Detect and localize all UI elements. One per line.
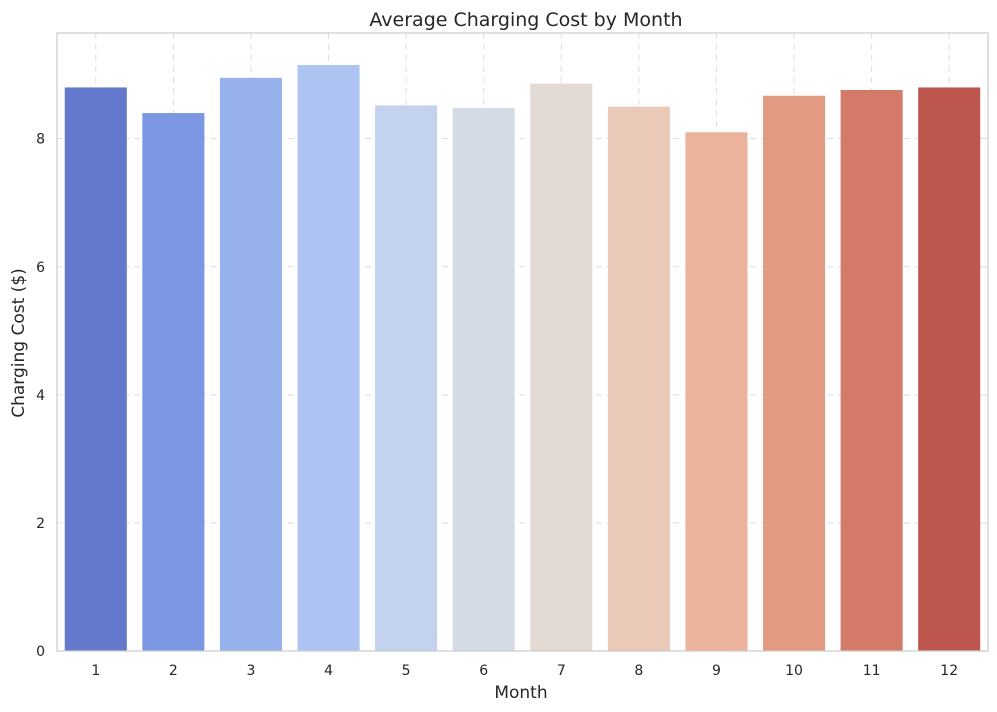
bar-month-6 bbox=[452, 107, 515, 652]
x-tick-label: 10 bbox=[785, 663, 803, 679]
bar-month-11 bbox=[840, 89, 903, 652]
x-tick-label: 2 bbox=[169, 663, 178, 679]
y-tick-label: 8 bbox=[36, 132, 45, 148]
y-tick-label: 0 bbox=[36, 644, 45, 660]
plot-frame bbox=[56, 32, 989, 652]
x-tick-label: 7 bbox=[557, 663, 566, 679]
bar-month-10 bbox=[763, 95, 826, 651]
x-tick-label: 6 bbox=[479, 663, 488, 679]
y-tick-labels: 0 2 4 6 8 bbox=[36, 132, 45, 660]
bar-month-8 bbox=[607, 106, 670, 652]
y-tick-label: 4 bbox=[36, 388, 45, 404]
bar-month-5 bbox=[375, 105, 438, 652]
x-tick-label: 1 bbox=[91, 663, 100, 679]
y-axis-label: Charging Cost ($) bbox=[9, 268, 29, 418]
x-tick-label: 4 bbox=[324, 663, 333, 679]
x-tick-labels: 1 2 3 4 5 6 7 8 9 10 11 12 bbox=[91, 663, 958, 679]
x-tick-label: 8 bbox=[634, 663, 643, 679]
bar-month-3 bbox=[219, 77, 282, 651]
y-tick-label: 2 bbox=[36, 516, 45, 532]
x-tick-label: 11 bbox=[863, 663, 881, 679]
y-tick-label: 6 bbox=[36, 260, 45, 276]
bar-month-4 bbox=[297, 65, 360, 651]
x-tick-label: 5 bbox=[402, 663, 411, 679]
chart-title: Average Charging Cost by Month bbox=[369, 9, 682, 31]
bars bbox=[64, 65, 981, 652]
x-axis-label: Month bbox=[494, 683, 547, 703]
bar-month-12 bbox=[918, 87, 981, 651]
x-tick-label: 12 bbox=[940, 663, 958, 679]
bar-month-9 bbox=[685, 132, 748, 651]
x-tick-label: 9 bbox=[712, 663, 721, 679]
x-tick-label: 3 bbox=[246, 663, 255, 679]
bar-month-1 bbox=[64, 87, 127, 651]
bar-month-2 bbox=[142, 113, 205, 651]
bar-month-7 bbox=[530, 83, 593, 651]
